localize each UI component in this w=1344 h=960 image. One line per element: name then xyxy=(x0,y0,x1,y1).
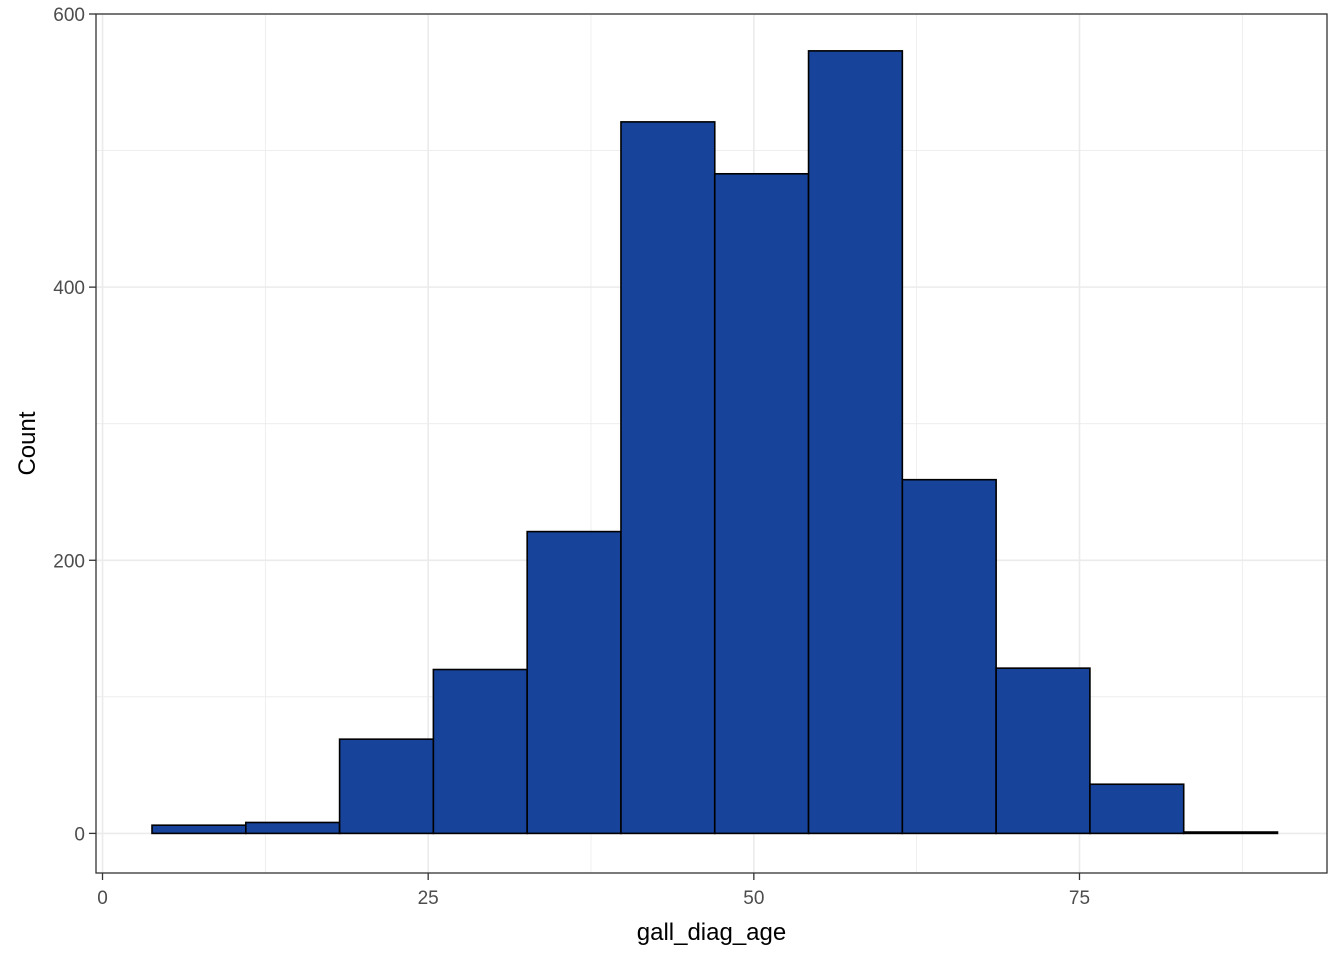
histogram-bar xyxy=(245,821,341,835)
x-tick-label: 25 xyxy=(418,888,439,909)
x-tick-label: 0 xyxy=(97,888,108,909)
y-axis-ticks: 0 200 400 600 xyxy=(53,5,96,845)
y-tick-label: 0 xyxy=(74,824,85,845)
histogram-bar xyxy=(151,824,247,835)
histogram-bar xyxy=(1182,831,1279,835)
panel-border xyxy=(95,13,1328,874)
histogram-bar xyxy=(526,530,622,835)
y-axis-title: Count xyxy=(14,411,41,475)
histogram-bar xyxy=(432,668,528,835)
x-tick-label: 50 xyxy=(743,888,764,909)
y-tick-label: 200 xyxy=(53,551,85,572)
histogram-bar xyxy=(338,738,435,835)
histogram-bars xyxy=(151,50,1279,835)
histogram-bar xyxy=(807,50,904,835)
histogram-bar xyxy=(901,478,997,835)
histogram-bar xyxy=(713,172,810,835)
y-tick-label: 400 xyxy=(53,278,85,299)
x-axis-title: gall_diag_age xyxy=(637,919,786,946)
x-axis-ticks: 0 25 50 75 xyxy=(97,873,1090,909)
histogram-bar xyxy=(995,667,1091,835)
y-tick-label: 600 xyxy=(53,5,85,26)
x-tick-label: 75 xyxy=(1069,888,1090,909)
histogram-bar xyxy=(620,121,716,835)
histogram-bar xyxy=(1089,783,1185,835)
